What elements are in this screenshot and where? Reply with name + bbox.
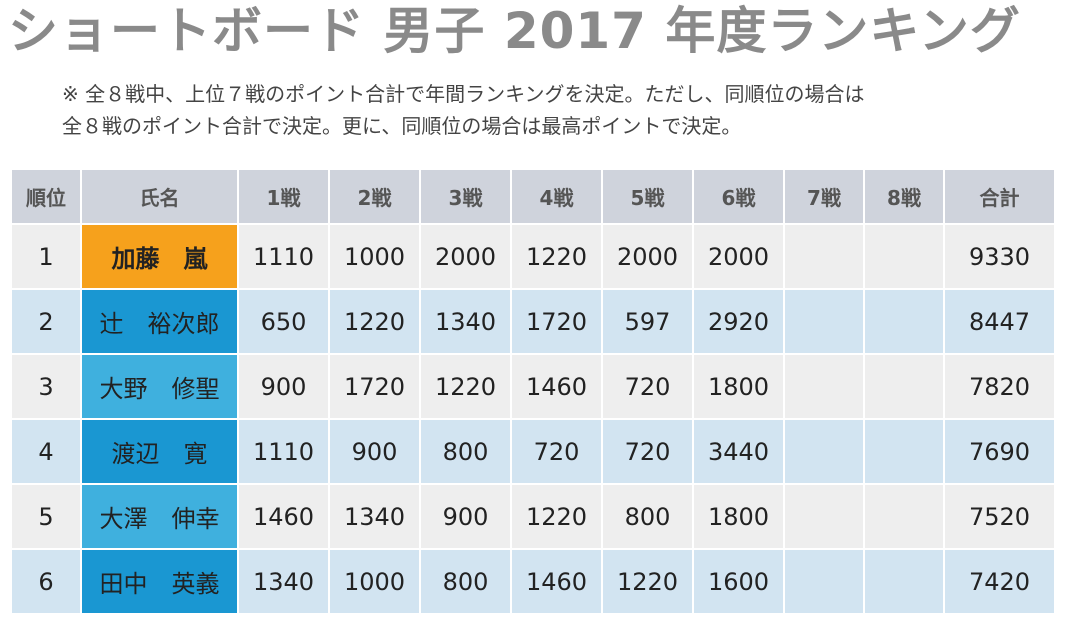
score-cell [783,418,865,485]
header-round-1: 1戦 [237,168,330,225]
athlete-name: 加藤 嵐 [80,223,239,290]
ranking-note: ※ 全８戦中、上位７戦のポイント合計で年間ランキングを決定。ただし、同順位の場合… [62,78,865,142]
score-cell: 720 [601,353,694,420]
score-cell [783,288,865,355]
table-row: 6 田中 英義 1340 1000 800 1460 1220 1600 742… [10,548,1056,615]
score-cell [863,223,945,290]
score-cell: 1460 [510,548,603,615]
total-cell: 7690 [943,418,1056,485]
score-cell: 1220 [510,483,603,550]
score-cell: 900 [419,483,512,550]
athlete-name: 田中 英義 [80,548,239,615]
score-cell: 1600 [692,548,785,615]
score-cell: 1220 [601,548,694,615]
score-cell: 1340 [419,288,512,355]
athlete-name: 大澤 伸幸 [80,483,239,550]
score-cell: 2920 [692,288,785,355]
score-cell: 2000 [692,223,785,290]
score-cell: 720 [601,418,694,485]
table-row: 1 加藤 嵐 1110 1000 2000 1220 2000 2000 933… [10,223,1056,290]
score-cell: 597 [601,288,694,355]
rank-cell: 6 [10,548,82,615]
score-cell [783,223,865,290]
score-cell: 1220 [419,353,512,420]
score-cell: 800 [419,418,512,485]
score-cell [863,418,945,485]
score-cell [783,548,865,615]
rank-cell: 1 [10,223,82,290]
score-cell: 1720 [328,353,421,420]
score-cell: 800 [419,548,512,615]
score-cell: 1000 [328,548,421,615]
score-cell: 3440 [692,418,785,485]
total-cell: 9330 [943,223,1056,290]
header-round-3: 3戦 [419,168,512,225]
table-row: 5 大澤 伸幸 1460 1340 900 1220 800 1800 7520 [10,483,1056,550]
athlete-name: 辻 裕次郎 [80,288,239,355]
total-cell: 7520 [943,483,1056,550]
total-cell: 7820 [943,353,1056,420]
athlete-name: 大野 修聖 [80,353,239,420]
header-name: 氏名 [80,168,239,225]
score-cell: 1720 [510,288,603,355]
score-cell: 800 [601,483,694,550]
score-cell: 2000 [601,223,694,290]
score-cell: 1110 [237,223,330,290]
score-cell: 1800 [692,353,785,420]
page-title: ショートボード 男子 2017 年度ランキング [8,2,1021,60]
header-total: 合計 [943,168,1056,225]
header-round-4: 4戦 [510,168,603,225]
score-cell [863,483,945,550]
rank-cell: 3 [10,353,82,420]
rank-cell: 2 [10,288,82,355]
note-line-1: ※ 全８戦中、上位７戦のポイント合計で年間ランキングを決定。ただし、同順位の場合… [62,82,865,106]
ranking-table: 順位 氏名 1戦 2戦 3戦 4戦 5戦 6戦 7戦 8戦 合計 1 加藤 嵐 … [10,168,1056,615]
score-cell: 1340 [237,548,330,615]
score-cell: 1800 [692,483,785,550]
score-cell: 1340 [328,483,421,550]
score-cell [863,353,945,420]
table-row: 3 大野 修聖 900 1720 1220 1460 720 1800 7820 [10,353,1056,420]
rank-cell: 5 [10,483,82,550]
header-round-6: 6戦 [692,168,785,225]
rank-cell: 4 [10,418,82,485]
note-line-2: 全８戦のポイント合計で決定。更に、同順位の場合は最高ポイントで決定。 [62,114,742,138]
header-round-8: 8戦 [863,168,945,225]
score-cell: 1220 [328,288,421,355]
header-rank: 順位 [10,168,82,225]
header-round-2: 2戦 [328,168,421,225]
score-cell [783,353,865,420]
score-cell: 1220 [510,223,603,290]
score-cell: 900 [237,353,330,420]
score-cell: 2000 [419,223,512,290]
score-cell: 1110 [237,418,330,485]
table-header-row: 順位 氏名 1戦 2戦 3戦 4戦 5戦 6戦 7戦 8戦 合計 [10,168,1056,225]
score-cell: 1460 [237,483,330,550]
score-cell: 900 [328,418,421,485]
table-row: 2 辻 裕次郎 650 1220 1340 1720 597 2920 8447 [10,288,1056,355]
score-cell [783,483,865,550]
score-cell: 720 [510,418,603,485]
score-cell [863,288,945,355]
score-cell: 1460 [510,353,603,420]
header-round-7: 7戦 [783,168,865,225]
score-cell: 1000 [328,223,421,290]
total-cell: 7420 [943,548,1056,615]
table-row: 4 渡辺 寛 1110 900 800 720 720 3440 7690 [10,418,1056,485]
total-cell: 8447 [943,288,1056,355]
header-round-5: 5戦 [601,168,694,225]
score-cell [863,548,945,615]
athlete-name: 渡辺 寛 [80,418,239,485]
score-cell: 650 [237,288,330,355]
